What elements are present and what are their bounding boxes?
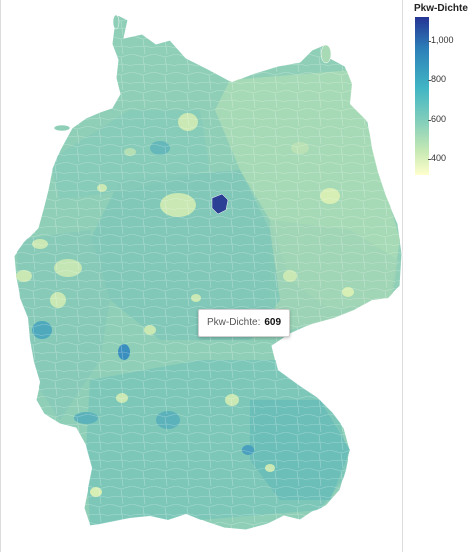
germany-choropleth-map[interactable] [0, 0, 403, 552]
legend-tick: 400 [427, 153, 447, 163]
color-legend: Pkw-Dichte 1,000 800 600 400 [409, 0, 474, 190]
legend-tick: 1,000 [428, 35, 454, 45]
tooltip-value: 609 [264, 317, 282, 328]
hover-tooltip: Pkw-Dichte: 609 [198, 309, 291, 337]
tooltip-label: Pkw-Dichte: [207, 317, 261, 328]
map-frame [0, 0, 403, 552]
island[interactable] [112, 14, 120, 30]
district-regions [14, 15, 402, 530]
legend-color-ramp [415, 17, 429, 175]
district-highest[interactable] [211, 193, 229, 215]
district-borders [14, 15, 402, 530]
legend-tick: 800 [427, 74, 447, 84]
island[interactable] [53, 124, 71, 132]
island[interactable] [320, 44, 332, 64]
legend-title: Pkw-Dichte [414, 3, 468, 14]
legend-tick: 600 [427, 114, 447, 124]
